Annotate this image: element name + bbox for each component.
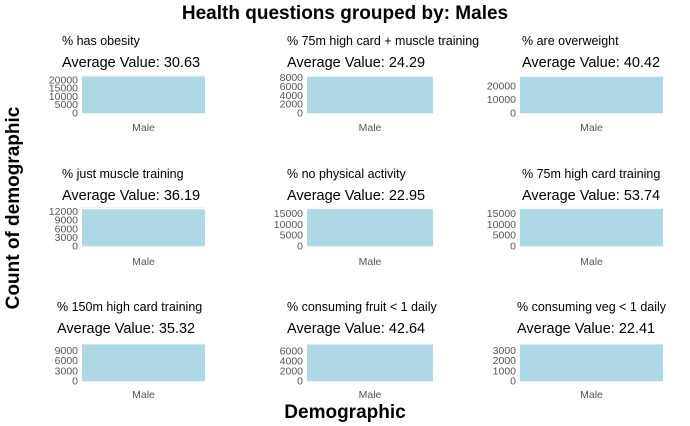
y-tick-label: 15000: [49, 83, 78, 95]
y-tick-label: 0: [510, 108, 516, 120]
x-tick-label: Male: [132, 389, 155, 401]
bar: [307, 76, 433, 113]
y-tick-label: 10000: [274, 219, 303, 231]
panel-title: % 150m high card training: [57, 300, 202, 314]
facet-panel: % are overweight Average Value: 40.42 0 100…: [487, 34, 663, 134]
facet-panel: % just muscle training Average Value: 36.…: [49, 167, 205, 268]
facet-panel: % 75m high card training Average Value: 5…: [487, 167, 663, 268]
average-value-label: Average Value: 35.32: [57, 321, 195, 337]
y-tick-label: 9000: [55, 345, 79, 357]
y-tick-label: 10000: [49, 91, 78, 103]
x-tick-label: Male: [580, 122, 603, 134]
facet-panel: % 150m high card training Average Value: …: [55, 300, 205, 401]
facet-panel: % 75m high card + muscle training Average…: [280, 34, 480, 134]
y-tick-label: 4000: [280, 90, 304, 102]
y-tick-label: 5000: [280, 230, 304, 242]
y-tick-label: 3000: [493, 345, 517, 357]
y-tick-label: 0: [72, 241, 78, 253]
bar: [307, 344, 433, 381]
y-tick-label: 0: [297, 376, 303, 388]
y-tick-label: 2000: [493, 355, 517, 367]
bar: [307, 209, 433, 246]
y-tick-label: 0: [72, 108, 78, 120]
panel-title: % 75m high card + muscle training: [287, 34, 479, 48]
facet-panel: % consuming fruit < 1 daily Average Value…: [280, 300, 438, 401]
panel-title: % 75m high card training: [522, 167, 660, 181]
y-tick-label: 10000: [487, 94, 516, 106]
bar: [82, 76, 205, 113]
chart-title: Health questions grouped by: Males: [181, 3, 509, 24]
y-tick-label: 0: [72, 376, 78, 388]
y-tick-label: 2000: [280, 366, 304, 378]
facet-panel: % no physical activity Average Value: 22.…: [274, 167, 433, 268]
facet-panel: % has obesity Average Value: 30.63 0500010…: [49, 34, 205, 134]
panel-title: % no physical activity: [287, 167, 407, 181]
y-tick-label: 6000: [280, 346, 304, 358]
y-tick-label: 1000: [493, 365, 517, 377]
bar: [520, 344, 663, 381]
panel-title: % consuming veg < 1 daily: [517, 300, 667, 314]
average-value-label: Average Value: 36.19: [62, 188, 200, 204]
y-tick-label: 0: [510, 376, 516, 388]
y-tick-label: 6000: [55, 355, 79, 367]
x-tick-label: Male: [132, 122, 155, 134]
y-tick-label: 3000: [55, 365, 79, 377]
average-value-label: Average Value: 40.42: [522, 55, 660, 71]
facet-panel: % consuming veg < 1 daily Average Value: …: [493, 300, 667, 401]
y-tick-label: 15000: [274, 208, 303, 220]
x-tick-label: Male: [359, 256, 382, 268]
panel-title: % has obesity: [62, 34, 141, 48]
x-axis-title: Demographic: [284, 402, 406, 423]
bar: [82, 344, 205, 381]
y-tick-label: 12000: [49, 206, 78, 218]
panel-title: % consuming fruit < 1 daily: [287, 300, 437, 314]
y-tick-label: 0: [297, 108, 303, 120]
y-tick-label: 5000: [493, 230, 517, 242]
y-tick-label: 2000: [280, 99, 304, 111]
y-tick-label: 6000: [280, 81, 304, 93]
y-tick-label: 6000: [55, 223, 79, 235]
y-tick-label: 5000: [55, 99, 79, 111]
y-tick-label: 20000: [49, 74, 78, 86]
y-tick-label: 0: [510, 241, 516, 253]
bar: [82, 209, 205, 246]
y-tick-label: 3000: [55, 232, 79, 244]
panel-title: % are overweight: [522, 34, 619, 48]
bar: [520, 209, 663, 246]
average-value-label: Average Value: 22.95: [287, 188, 425, 204]
x-tick-label: Male: [132, 256, 155, 268]
y-tick-label: 0: [297, 241, 303, 253]
x-tick-label: Male: [359, 122, 382, 134]
average-value-label: Average Value: 22.41: [517, 321, 655, 337]
y-tick-label: 8000: [280, 72, 304, 84]
average-value-label: Average Value: 53.74: [522, 188, 660, 204]
average-value-label: Average Value: 42.64: [287, 321, 425, 337]
y-tick-label: 10000: [487, 219, 516, 231]
y-tick-label: 9000: [55, 215, 79, 227]
y-tick-label: 15000: [487, 208, 516, 220]
y-tick-label: 4000: [280, 356, 304, 368]
average-value-label: Average Value: 24.29: [287, 55, 425, 71]
average-value-label: Average Value: 30.63: [62, 55, 200, 71]
x-tick-label: Male: [580, 389, 603, 401]
y-tick-label: 20000: [487, 81, 516, 93]
x-tick-label: Male: [359, 389, 382, 401]
panel-title: % just muscle training: [62, 167, 184, 181]
x-tick-label: Male: [580, 256, 603, 268]
bar: [520, 76, 663, 113]
